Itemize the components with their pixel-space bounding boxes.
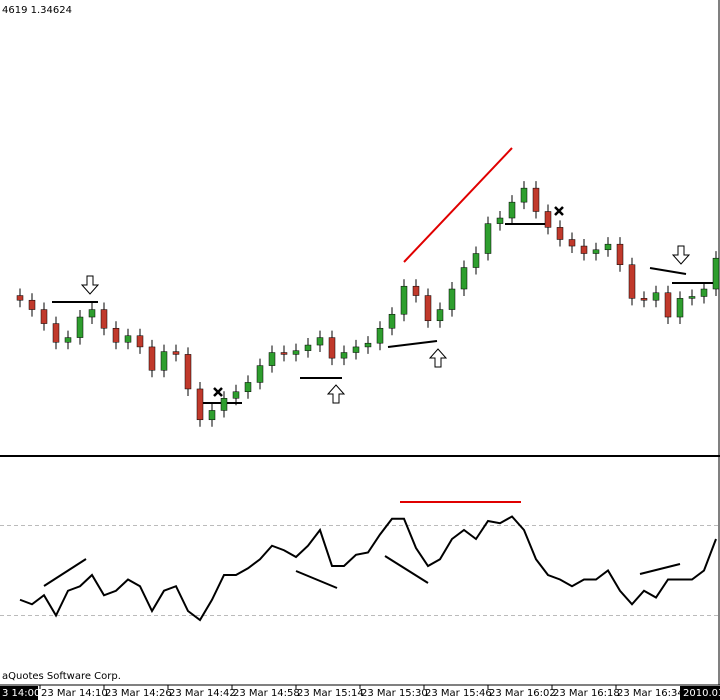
candle-body — [112, 327, 120, 343]
down-arrow — [80, 245, 691, 295]
candle-body — [244, 382, 252, 393]
time-label: 23 Mar 16:34 — [617, 688, 684, 699]
candle-body — [700, 288, 708, 297]
candle-body — [160, 351, 168, 371]
candle-body — [232, 391, 240, 399]
candle-body — [568, 239, 576, 247]
candle-body — [292, 350, 300, 355]
time-label: 23 Mar 14:42 — [169, 688, 236, 699]
time-label: 23 Mar 15:46 — [425, 688, 492, 699]
candle-body — [388, 313, 396, 329]
candle-body — [580, 245, 588, 254]
candle-body — [424, 295, 432, 322]
candle-body — [688, 296, 696, 299]
candle-body — [556, 227, 564, 240]
candle-body — [124, 335, 132, 343]
osc-line — [43, 558, 87, 587]
osc-line — [295, 570, 338, 589]
time-label: 23 Mar 14:10 — [41, 688, 108, 699]
up-arrow — [326, 348, 448, 404]
start-time-box — [0, 686, 38, 700]
candle-body — [352, 346, 360, 353]
candle-body — [64, 337, 72, 343]
candle-body — [628, 264, 636, 299]
candle-body — [340, 352, 348, 359]
candle-body — [100, 309, 108, 329]
candle-body — [496, 217, 504, 224]
candle-body — [484, 223, 492, 254]
time-label: 23 Mar 15:30 — [361, 688, 428, 699]
start-time-label: 3 14:00 — [2, 688, 40, 699]
candle-body — [712, 257, 720, 290]
copyright: aQuotes Software Corp. — [2, 671, 121, 682]
candle-body — [256, 365, 264, 383]
candle-body — [16, 295, 24, 301]
time-label: 23 Mar 16:02 — [489, 688, 556, 699]
candle-body — [316, 337, 324, 346]
candle-body — [544, 211, 552, 228]
osc-line — [639, 563, 681, 575]
candle-body — [196, 388, 204, 421]
time-label: 23 Mar 14:58 — [233, 688, 300, 699]
candle-body — [184, 354, 192, 390]
osc-line — [384, 555, 429, 584]
candle-body — [436, 309, 444, 322]
price-header: 4619 1.34624 — [2, 5, 72, 16]
candle-body — [364, 342, 372, 348]
candle-body — [592, 249, 600, 254]
candle-body — [376, 327, 384, 344]
candle-body — [508, 201, 516, 219]
candle-body — [52, 323, 60, 343]
cross-mark — [213, 206, 564, 397]
candle-body — [448, 288, 456, 310]
cursor-time-box — [680, 686, 720, 700]
candle-body — [268, 352, 276, 366]
annotations — [43, 147, 718, 589]
candle-body — [136, 335, 144, 348]
candle-body — [664, 292, 672, 318]
time-label: 23 Mar 15:14 — [297, 688, 364, 699]
candle-body — [520, 187, 528, 203]
oscillator-line — [19, 515, 717, 622]
candle-body — [220, 398, 228, 411]
candle-body — [460, 267, 468, 290]
candle-body — [640, 298, 648, 301]
candle-body — [208, 410, 216, 421]
candle-body — [88, 309, 96, 318]
candle-body — [616, 243, 624, 265]
candle-body — [40, 309, 48, 324]
candle-body — [604, 243, 612, 251]
candle-body — [412, 285, 420, 296]
candle-body — [472, 253, 480, 268]
candle-body — [676, 298, 684, 318]
candle-body — [76, 316, 84, 338]
time-label: 23 Mar 16:18 — [553, 688, 620, 699]
support-line — [649, 267, 687, 275]
candle-body — [532, 187, 540, 212]
candle-body — [28, 299, 36, 310]
support-line — [387, 340, 438, 348]
trend-line — [403, 147, 513, 263]
candle-body — [304, 344, 312, 351]
cursor-time-label: 2010.03 — [683, 688, 720, 699]
candle-body — [172, 351, 180, 355]
candle-body — [652, 292, 660, 301]
candle-body — [400, 285, 408, 315]
candle-body — [148, 346, 156, 371]
time-label: 23 Mar 14:26 — [105, 688, 172, 699]
candle-body — [280, 352, 288, 355]
candle-body — [328, 337, 336, 359]
